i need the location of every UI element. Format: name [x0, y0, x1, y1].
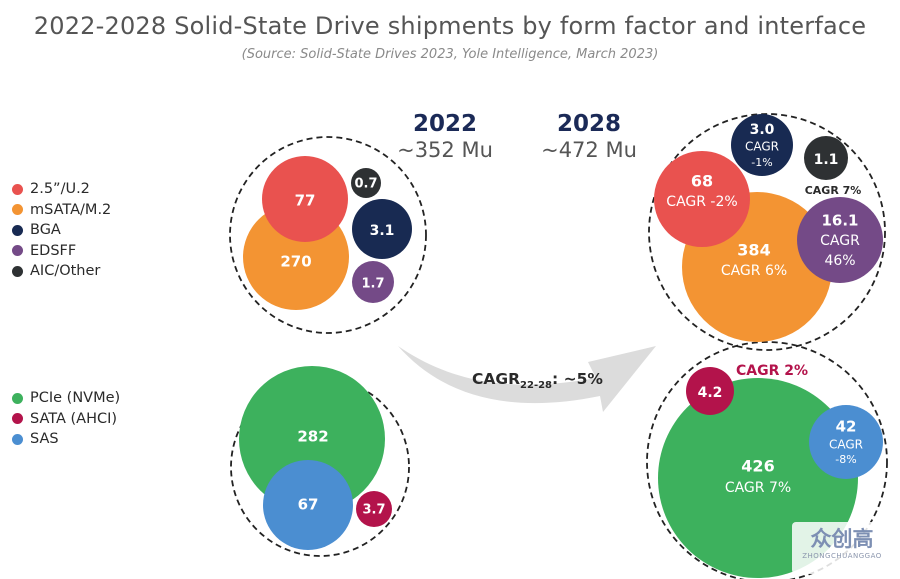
value-label: 3.0 — [750, 122, 775, 138]
bubble-aic-2028 — [804, 136, 848, 180]
legend-item-aic: AIC/Other — [12, 261, 111, 282]
cagr-label: CAGR 6% — [721, 263, 787, 279]
cagr-label: 46% — [824, 253, 855, 269]
legend-item-sata: SATA (AHCI) — [12, 409, 120, 430]
value-label: 3.1 — [370, 223, 395, 239]
form-factor-legend: 2.5”/U.2 mSATA/M.2 BGA EDSFF AIC/Other — [12, 179, 111, 282]
cagr-label: CAGR — [820, 233, 860, 249]
cagr-label: CAGR -2% — [666, 194, 737, 210]
value-label: 384 — [737, 241, 770, 260]
legend-label: SATA (AHCI) — [30, 410, 118, 427]
legend-label: mSATA/M.2 — [30, 201, 112, 218]
legend-item-edsff: EDSFF — [12, 241, 111, 262]
cagr-label: -8% — [835, 453, 856, 466]
year-label-2022: 2022 ~352 Mu — [380, 111, 510, 163]
watermark-subtext: ZHONGCHUANGGAO — [802, 552, 882, 560]
chart-subtitle: (Source: Solid-State Drives 2023, Yole I… — [241, 47, 659, 62]
chart-title: 2022-2028 Solid-State Drive shipments by… — [33, 12, 867, 40]
bubble-bga-2028 — [731, 114, 793, 176]
cagr-label: CAGR 2% — [736, 363, 808, 379]
value-label: 16.1 — [821, 212, 858, 230]
group-outline-iface-2028 — [646, 341, 888, 579]
growth-arrow — [398, 346, 656, 412]
bubble-edsff-2028 — [797, 197, 883, 283]
group-outline-iface-2022 — [230, 377, 410, 557]
bubble-sas-2022 — [263, 460, 353, 550]
total-2022: ~352 Mu — [397, 138, 493, 162]
bubble-u2-2028 — [654, 151, 750, 247]
bubble-sas-2028 — [809, 405, 883, 479]
watermark-text: 众创高 — [810, 527, 874, 551]
value-label: 42 — [836, 418, 857, 436]
legend-dot — [12, 392, 23, 404]
bubble-edsff-2022 — [352, 261, 394, 303]
bubble-bga-2022 — [352, 199, 412, 259]
value-label: 426 — [741, 457, 774, 476]
value-label: 282 — [297, 428, 328, 446]
legend-dot — [12, 183, 23, 195]
year-label-2028: 2028 ~472 Mu — [524, 111, 654, 163]
bubble-u2-2022 — [262, 156, 348, 242]
value-label: 3.7 — [362, 503, 385, 518]
legend-dot — [12, 224, 23, 236]
legend-dot — [12, 265, 23, 277]
legend-label: AIC/Other — [30, 263, 101, 280]
group-outline-form-2028 — [648, 113, 886, 351]
interface-legend: PCIe (NVMe) SATA (AHCI) SAS — [12, 388, 120, 450]
cagr-label: CAGR — [829, 438, 863, 452]
legend-dot — [12, 204, 23, 216]
legend-label: EDSFF — [30, 242, 77, 259]
legend-label: PCIe (NVMe) — [30, 390, 121, 407]
legend-label: BGA — [30, 222, 61, 239]
cagr-label: CAGR 7% — [725, 480, 791, 496]
bubble-sata-2028 — [686, 367, 734, 415]
legend-label: SAS — [30, 431, 59, 448]
value-label: 0.7 — [354, 177, 377, 192]
value-label: 67 — [298, 496, 319, 514]
year-2028: 2028 — [556, 111, 621, 137]
cagr-arrow-label: CAGR22-28: ~5% — [472, 370, 603, 391]
group-outline-form-2022 — [229, 136, 427, 334]
legend-item-m2: mSATA/M.2 — [12, 200, 111, 221]
cagr-label: CAGR 7% — [805, 184, 862, 197]
watermark-logo: 众创高 ZHONGCHUANGGAO — [792, 522, 892, 574]
legend-dot — [12, 413, 23, 425]
value-label: 270 — [280, 253, 311, 271]
cagr-label: -1% — [751, 156, 772, 169]
legend-dot — [12, 245, 23, 257]
year-2022: 2022 — [412, 111, 477, 137]
bubble-sata-2022 — [356, 491, 392, 527]
value-label: 1.1 — [814, 152, 839, 168]
legend-item-bga: BGA — [12, 220, 111, 241]
total-2028: ~472 Mu — [541, 138, 637, 162]
legend-dot — [12, 433, 23, 445]
value-label: 4.2 — [698, 385, 723, 401]
legend-item-sas: SAS — [12, 429, 120, 450]
value-label: 68 — [691, 172, 713, 191]
value-label: 1.7 — [361, 277, 384, 292]
legend-item-u2: 2.5”/U.2 — [12, 179, 111, 200]
legend-item-pcie: PCIe (NVMe) — [12, 388, 120, 409]
legend-label: 2.5”/U.2 — [30, 181, 90, 198]
value-label: 77 — [295, 192, 316, 210]
cagr-label: CAGR — [745, 140, 779, 154]
bubble-aic-2022 — [351, 168, 381, 198]
